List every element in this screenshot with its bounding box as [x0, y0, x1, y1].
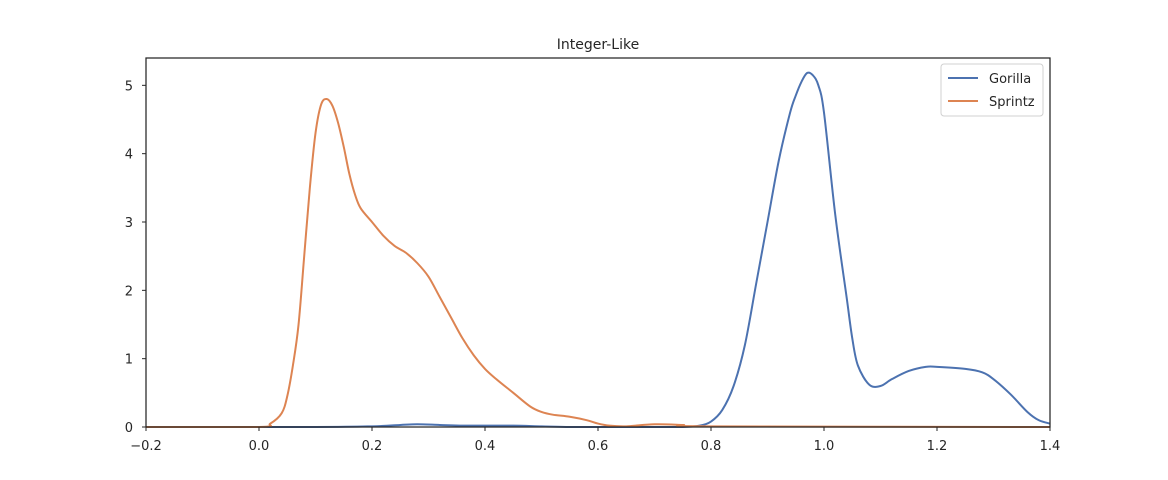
y-tick-label: 1 [125, 353, 133, 368]
y-axis-tick-labels: 0 1 2 3 4 5 [125, 79, 146, 436]
x-tick-label: 1.0 [814, 439, 835, 454]
x-tick-label: 0.0 [249, 439, 270, 454]
y-tick-label: 4 [125, 148, 133, 163]
x-tick-label: −0.2 [130, 439, 162, 454]
x-tick-label: 0.4 [475, 439, 496, 454]
x-axis-tick-labels: −0.2 0.0 0.2 0.4 0.6 0.8 1.0 1.2 1.4 [130, 427, 1060, 454]
series-line-gorilla [146, 71, 1051, 429]
chart-title: Integer-Like [557, 37, 639, 53]
y-tick-label: 3 [125, 216, 133, 231]
plot-series-group [146, 71, 1051, 429]
legend-label-sprintz: Sprintz [989, 95, 1035, 110]
legend-label-gorilla: Gorilla [989, 72, 1031, 87]
series-line-sprintz [146, 97, 1051, 428]
x-tick-label: 1.2 [927, 439, 948, 454]
legend: Gorilla Sprintz [940, 63, 1044, 117]
x-tick-label: 1.4 [1040, 439, 1061, 454]
x-tick-label: 0.6 [588, 439, 609, 454]
plot-frame [145, 57, 1051, 428]
y-tick-label: 0 [125, 421, 133, 436]
y-tick-label: 5 [125, 79, 133, 94]
x-tick-label: 0.8 [701, 439, 722, 454]
x-tick-label: 0.2 [362, 439, 383, 454]
y-tick-label: 2 [125, 284, 133, 299]
